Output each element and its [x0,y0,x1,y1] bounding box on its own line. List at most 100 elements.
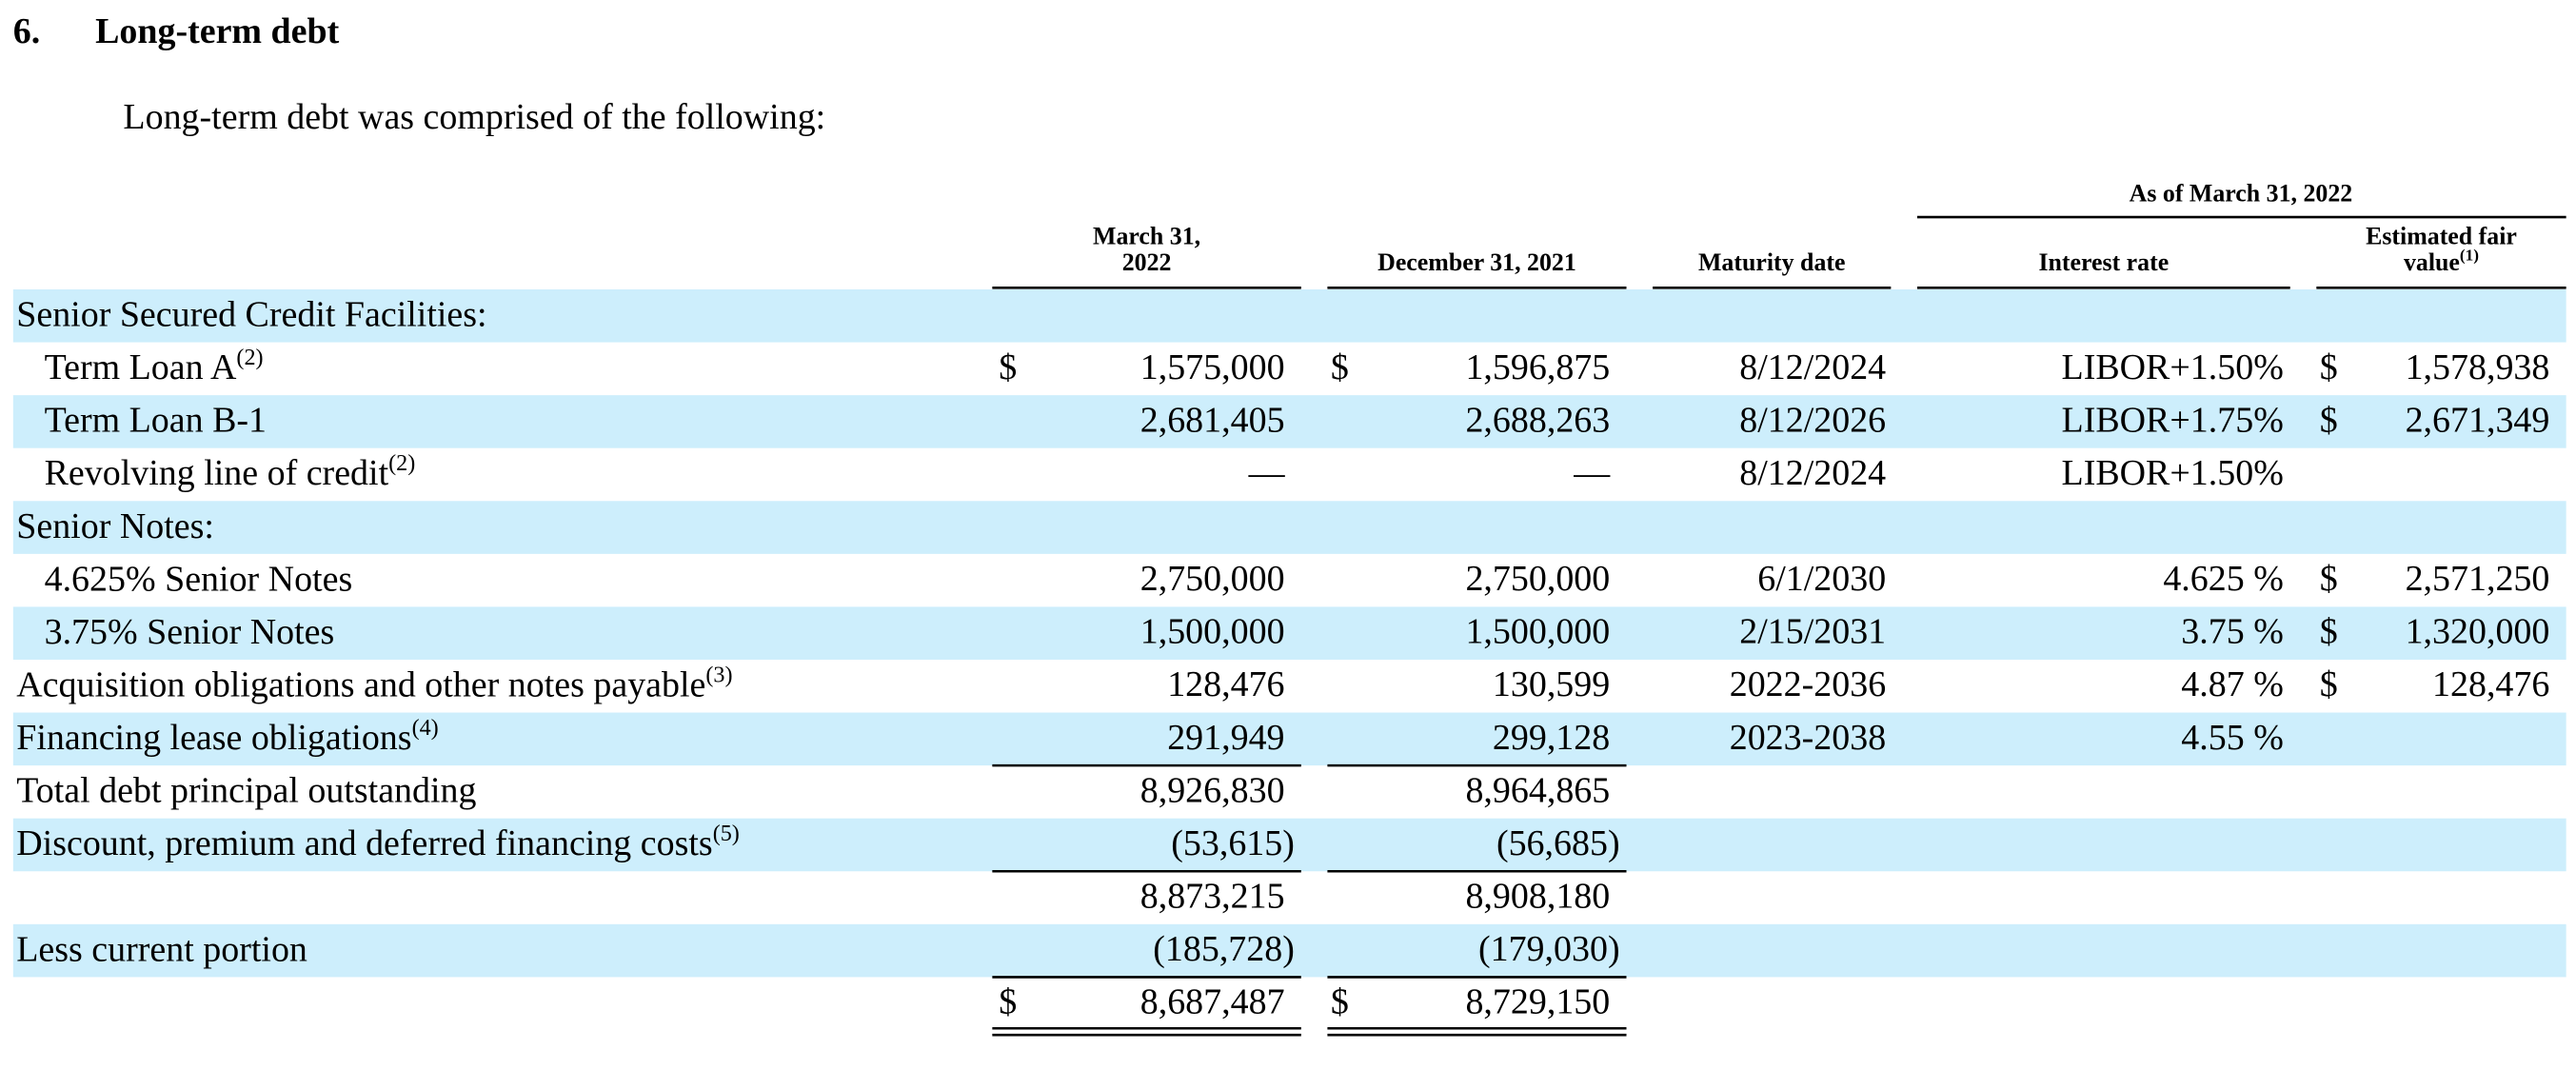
currency-symbol: $ [1331,347,1349,387]
cell-value: 291,949 [1167,718,1284,758]
intro-text: Long-term debt was comprised of the foll… [123,97,825,137]
cell-value: LIBOR+1.50% [2062,347,2284,387]
cell-value: 1,575,000 [1140,347,1285,387]
column-header: Estimated fair [2366,222,2517,249]
row-label-text: Term Loan A [45,347,237,387]
row-label-text: 3.75% Senior Notes [45,612,335,652]
row-label: Acquisition obligations and other notes … [16,662,732,704]
cell-value: 2,671,349 [2406,400,2550,440]
column-header-text: value [2404,248,2460,276]
cell-value: 4.625 % [2163,559,2283,599]
row-shade [12,818,2566,872]
cell-value: 2023-2038 [1730,718,1886,758]
row-shade [12,288,2566,343]
cell-value: (179,030) [1478,929,1620,969]
cell-value: (53,615) [1171,823,1295,863]
row-label-text: Discount, premium and deferred financing… [16,823,712,863]
cell-value: 2,571,250 [2406,559,2550,599]
row-label: Less current portion [16,929,307,969]
cell-value: 2022-2036 [1730,664,1886,704]
currency-symbol: $ [2320,664,2338,704]
footnote-ref: (4) [412,715,439,741]
cell-value: 8,729,150 [1465,982,1610,1022]
column-header-text: Interest rate [2038,248,2169,276]
cell-value: 1,596,875 [1465,347,1610,387]
currency-symbol: $ [2320,612,2338,652]
cell-value: 130,599 [1493,664,1610,704]
currency-symbol: $ [1331,982,1349,1022]
row-label: Financing lease obligations(4) [16,715,438,758]
row-label: Senior Secured Credit Facilities: [16,294,486,334]
cell-value: — [1248,453,1286,493]
footnote-ref: (3) [705,662,732,687]
cell-value: 1,578,938 [2406,347,2550,387]
cell-value: 1,500,000 [1140,612,1285,652]
row-label-text: Acquisition obligations and other notes … [16,664,705,704]
cell-value: 299,128 [1493,718,1610,758]
column-header: Interest rate [2038,248,2169,276]
column-header: March 31, [1093,222,1200,249]
group-header: As of March 31, 2022 [2130,180,2353,208]
cell-value: 128,476 [2432,664,2549,704]
currency-symbol: $ [2320,559,2338,599]
row-label: Discount, premium and deferred financing… [16,821,740,863]
column-header-text: December 31, 2021 [1377,248,1576,276]
currency-symbol: $ [999,982,1017,1022]
currency-symbol: $ [2320,347,2338,387]
cell-value: — [1573,453,1611,493]
cell-value: 8,964,865 [1465,770,1610,810]
column-header-text: March 31, [1093,222,1200,249]
row-label-text: Total debt principal outstanding [16,770,476,810]
footnote-ref: (5) [713,821,740,846]
cell-value: 2,688,263 [1465,400,1610,440]
cell-value: 8/12/2024 [1739,347,1886,387]
row-label: Senior Notes: [16,506,214,546]
row-label: Term Loan B-1 [45,400,267,440]
column-header: Maturity date [1698,248,1846,276]
cell-value: 8/12/2026 [1739,400,1886,440]
cell-value: (185,728) [1153,929,1295,969]
footnote-ref: (2) [236,345,263,370]
cell-value: 8,908,180 [1465,876,1610,916]
row-label-text: 4.625% Senior Notes [45,559,353,599]
column-header: value(1) [2404,246,2479,276]
cell-value: 4.55 % [2181,718,2284,758]
currency-symbol: $ [999,347,1017,387]
row-label-text: Term Loan B-1 [45,400,267,440]
footnote-ref: (2) [388,450,415,476]
column-header-text: 2022 [1122,248,1172,276]
cell-value: 6/1/2030 [1757,559,1886,599]
cell-value: 2,750,000 [1465,559,1610,599]
cell-value: 4.87 % [2181,664,2284,704]
cell-value: 2,750,000 [1140,559,1285,599]
row-label: 3.75% Senior Notes [45,612,335,652]
cell-value: 8/12/2024 [1739,453,1886,493]
column-header: 2022 [1122,248,1172,276]
row-label-text: Less current portion [16,929,307,969]
row-label-text: Senior Notes: [16,506,214,546]
cell-value: 1,500,000 [1465,612,1610,652]
cell-value: LIBOR+1.75% [2062,400,2284,440]
cell-value: 8,926,830 [1140,770,1285,810]
row-shade [12,395,2566,448]
column-header: December 31, 2021 [1377,248,1576,276]
row-label-text: Revolving line of credit [45,453,389,493]
footnote-ref: (1) [2460,246,2479,264]
cell-value: 8,687,487 [1140,982,1285,1022]
cell-value: 2,681,405 [1140,400,1285,440]
cell-value: (56,685) [1496,823,1620,863]
row-label: 4.625% Senior Notes [45,559,353,599]
cell-value: LIBOR+1.50% [2062,453,2284,493]
row-label: Total debt principal outstanding [16,770,476,810]
cell-value: 8,873,215 [1140,876,1285,916]
currency-symbol: $ [2320,400,2338,440]
cell-value: 1,320,000 [2406,612,2550,652]
section-title: Long-term debt [95,11,340,51]
row-shade [12,501,2566,554]
row-label: Term Loan A(2) [45,345,264,387]
section-number: 6. [13,11,40,51]
cell-value: 2/15/2031 [1739,612,1886,652]
row-label: Revolving line of credit(2) [45,450,416,493]
